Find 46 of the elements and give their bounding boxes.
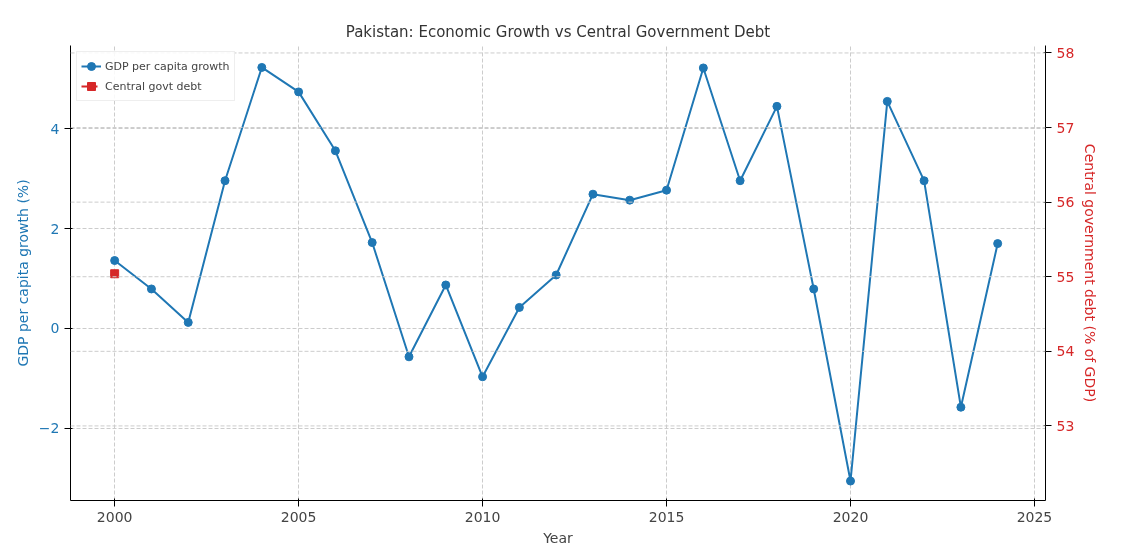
y2-tick-label: 55 [1056,268,1075,285]
x-tick-label: 2015 [648,508,685,525]
point [110,256,120,266]
y2-tick-label: 53 [1056,417,1075,434]
x-tick-label: 2000 [96,508,133,525]
point [735,176,745,186]
legend-label: GDP per capita growth [105,59,230,73]
chart-title: Pakistan: Economic Growth vs Central Government Debt [345,22,771,41]
y2-tick-label: 56 [1056,194,1075,211]
y2-tick-label: 58 [1056,44,1075,61]
point [956,402,966,412]
point [441,280,451,290]
point [146,284,156,294]
point [367,238,377,248]
point [220,176,230,186]
y-tick-label: −2 [38,420,60,437]
point [551,270,561,280]
y-tick-label: 2 [50,220,60,237]
y2-tick-label: 57 [1056,119,1075,136]
x-axis-title: Year [542,529,574,546]
point [183,317,193,327]
y2-tick-label: 54 [1056,343,1075,360]
y-tick-label: 4 [50,120,60,137]
point [993,239,1003,249]
point [588,189,598,199]
point [478,372,488,382]
y-axis-title: GDP per capita growth (%) [14,179,31,367]
x-tick-label: 2025 [1016,508,1053,525]
point [772,101,782,111]
y-tick-label: 0 [50,320,60,337]
point [919,176,929,186]
point [330,146,340,156]
legend-label: Central govt debt [105,79,202,93]
x-tick-label: 2010 [464,508,501,525]
point [294,87,304,97]
point [404,352,414,362]
point [846,476,855,486]
point [514,302,524,312]
point [257,62,267,72]
y2-axis-title: Central government debt (% of GDP) [1082,143,1099,403]
x-tick-label: 2020 [832,508,869,525]
x-tick-label: 2005 [280,508,317,525]
point [882,96,892,106]
point [662,185,672,195]
point [698,63,708,73]
point [809,284,819,294]
